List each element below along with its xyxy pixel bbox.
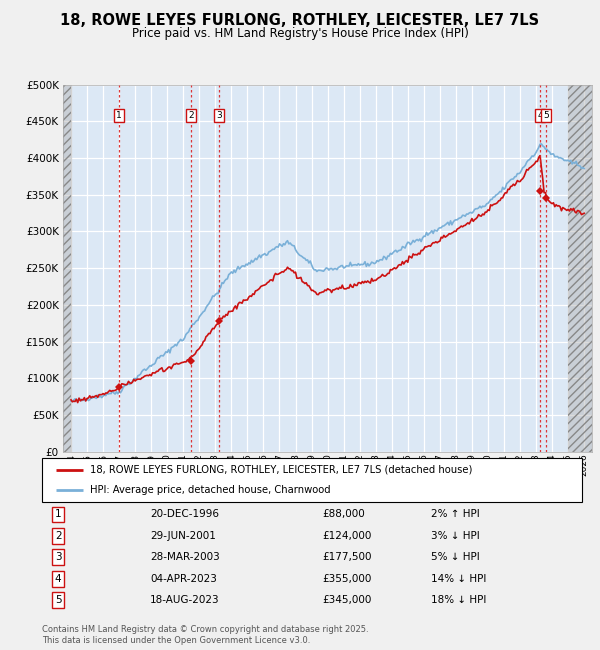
Bar — [63, 84, 71, 452]
Text: 18-AUG-2023: 18-AUG-2023 — [150, 595, 220, 605]
Text: 5% ↓ HPI: 5% ↓ HPI — [431, 552, 479, 562]
Text: £88,000: £88,000 — [323, 510, 365, 519]
Text: 20-DEC-1996: 20-DEC-1996 — [150, 510, 219, 519]
Text: 1: 1 — [116, 111, 122, 120]
Text: 4: 4 — [538, 111, 543, 120]
Text: 14% ↓ HPI: 14% ↓ HPI — [431, 574, 486, 584]
Text: £124,000: £124,000 — [323, 531, 372, 541]
Text: 28-MAR-2003: 28-MAR-2003 — [150, 552, 220, 562]
Text: 04-APR-2023: 04-APR-2023 — [150, 574, 217, 584]
Text: 3: 3 — [217, 111, 222, 120]
Text: Price paid vs. HM Land Registry's House Price Index (HPI): Price paid vs. HM Land Registry's House … — [131, 27, 469, 40]
Text: 4: 4 — [55, 574, 62, 584]
FancyBboxPatch shape — [42, 458, 582, 502]
Text: 18% ↓ HPI: 18% ↓ HPI — [431, 595, 486, 605]
Text: 29-JUN-2001: 29-JUN-2001 — [150, 531, 216, 541]
Text: 2: 2 — [188, 111, 194, 120]
Text: 2: 2 — [55, 531, 62, 541]
Text: £345,000: £345,000 — [323, 595, 372, 605]
Text: 3% ↓ HPI: 3% ↓ HPI — [431, 531, 479, 541]
Text: 18, ROWE LEYES FURLONG, ROTHLEY, LEICESTER, LE7 7LS (detached house): 18, ROWE LEYES FURLONG, ROTHLEY, LEICEST… — [89, 465, 472, 475]
Bar — [63, 84, 71, 452]
Text: £355,000: £355,000 — [323, 574, 372, 584]
Text: Contains HM Land Registry data © Crown copyright and database right 2025.
This d: Contains HM Land Registry data © Crown c… — [42, 625, 368, 645]
Text: HPI: Average price, detached house, Charnwood: HPI: Average price, detached house, Char… — [89, 486, 330, 495]
Bar — [568, 84, 592, 452]
Text: 5: 5 — [544, 111, 549, 120]
Text: 18, ROWE LEYES FURLONG, ROTHLEY, LEICESTER, LE7 7LS: 18, ROWE LEYES FURLONG, ROTHLEY, LEICEST… — [61, 13, 539, 28]
Text: 2% ↑ HPI: 2% ↑ HPI — [431, 510, 479, 519]
Text: 3: 3 — [55, 552, 62, 562]
Text: 1: 1 — [55, 510, 62, 519]
Text: 5: 5 — [55, 595, 62, 605]
Text: £177,500: £177,500 — [323, 552, 372, 562]
Bar — [568, 84, 592, 452]
